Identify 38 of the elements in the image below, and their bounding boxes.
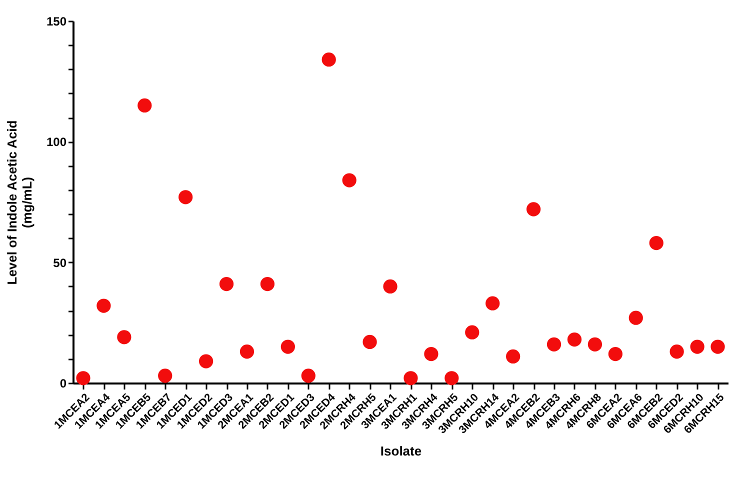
point [260, 276, 275, 292]
y-tick-label: 150 [46, 14, 67, 28]
point [178, 190, 193, 204]
point [96, 298, 111, 313]
point [506, 349, 520, 364]
point [240, 344, 254, 359]
point [76, 371, 90, 386]
point [710, 340, 725, 354]
point [546, 337, 562, 352]
point [342, 173, 356, 188]
point [526, 202, 541, 216]
point [690, 340, 704, 354]
point [219, 276, 234, 292]
point [424, 346, 438, 362]
point [608, 346, 622, 362]
point [158, 368, 172, 383]
point [486, 296, 500, 310]
y-axis-title: Level of Indole Acetic Acid (mg/mL) [4, 120, 34, 285]
point [301, 368, 316, 383]
point [444, 371, 459, 386]
point [198, 354, 214, 368]
y-tick-label: 0 [60, 376, 67, 390]
point [567, 332, 582, 347]
point [588, 337, 602, 352]
y-tick-label: 50 [53, 256, 67, 270]
point [383, 279, 398, 294]
point [322, 52, 336, 67]
point [465, 325, 480, 340]
point [670, 344, 684, 359]
point [280, 340, 295, 354]
point [404, 371, 418, 386]
point [628, 310, 643, 325]
point [138, 98, 152, 113]
point [649, 236, 664, 250]
point [362, 334, 377, 350]
y-tick-label: 100 [46, 135, 67, 150]
point [117, 330, 132, 344]
x-axis-title: Isolate [380, 444, 422, 459]
